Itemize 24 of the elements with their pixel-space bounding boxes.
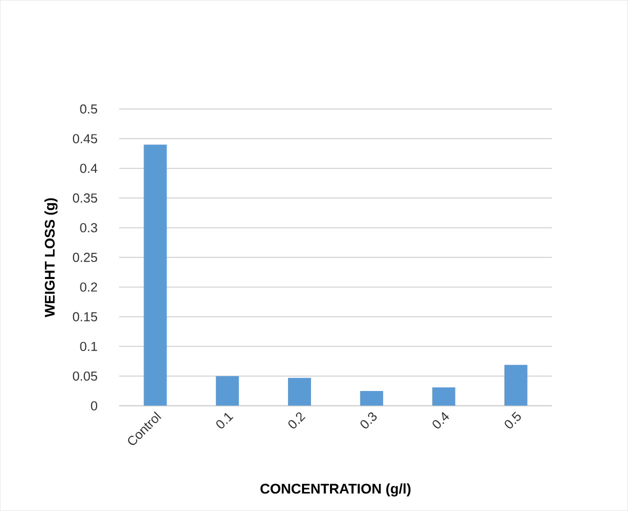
- x-tick-label: 0.1: [216, 412, 234, 428]
- y-tick-label: 0.45: [72, 134, 98, 144]
- y-tick-label: 0.1: [80, 342, 98, 351]
- bar: [360, 390, 384, 406]
- y-tick-label: 0.35: [72, 193, 98, 203]
- y-tick-label: 0.2: [80, 282, 98, 292]
- bar: [144, 144, 167, 406]
- y-tick-label: 0.5: [80, 104, 98, 114]
- x-tick-label: 0.2: [288, 412, 306, 428]
- bar: [504, 364, 528, 406]
- bar: [288, 378, 311, 406]
- x-tick-label: 0.5: [504, 412, 521, 428]
- y-tick-label: 0.3: [80, 223, 98, 232]
- y-tick-label: 0.05: [72, 371, 98, 381]
- x-tick-label: 0.4: [432, 412, 449, 428]
- y-axis-title: WEIGHT LOSS (g): [44, 198, 58, 318]
- y-tick-label: 0.15: [72, 312, 98, 322]
- bar: [432, 387, 456, 406]
- y-tick-label: 0.4: [80, 164, 98, 173]
- x-axis-title: CONCENTRATION (g/l): [260, 483, 411, 496]
- y-tick-label: 0: [90, 401, 98, 410]
- x-tick-label: 0.3: [360, 412, 377, 428]
- y-tick-label: 0.25: [72, 252, 98, 262]
- bar: [216, 376, 239, 406]
